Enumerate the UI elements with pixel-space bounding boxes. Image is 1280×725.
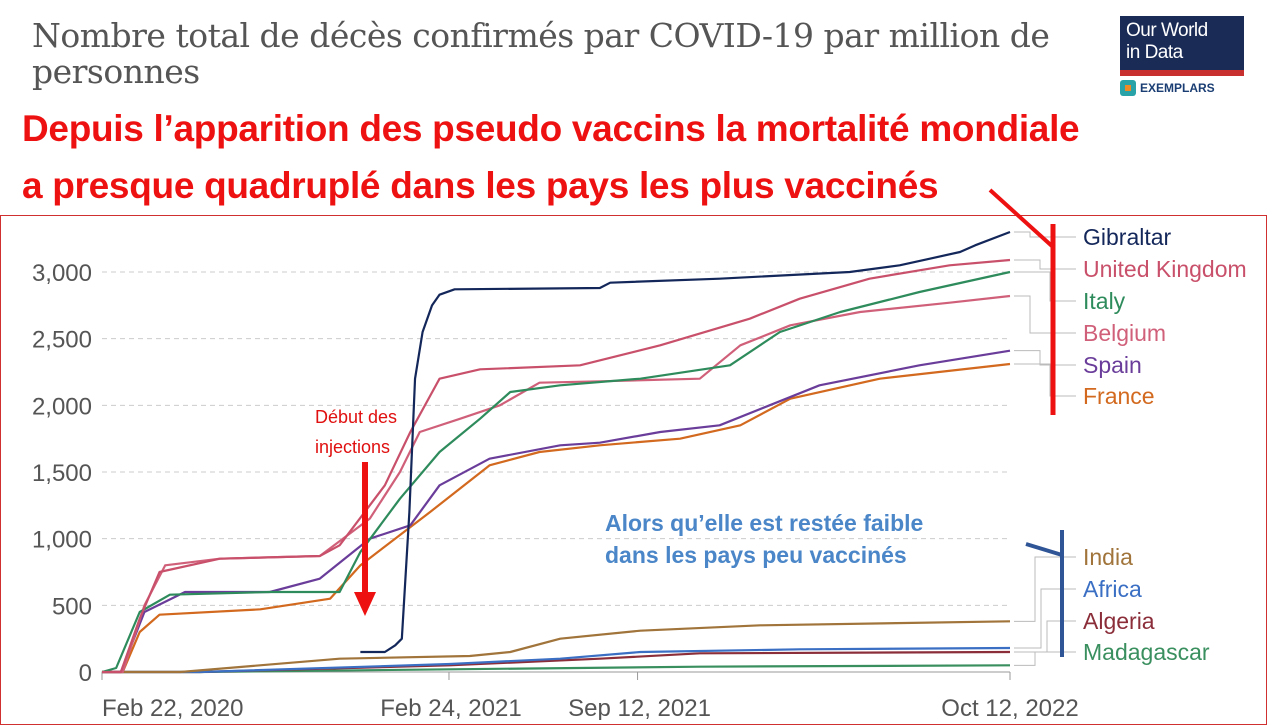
series-line-gibraltar (360, 230, 1011, 654)
x-tick-label: Sep 12, 2021 (568, 695, 711, 720)
legend-connector (1014, 295, 1076, 334)
logo-line1: Our World (1126, 20, 1208, 41)
owid-logo: Our World in Data EXEMPLARS (1120, 16, 1244, 96)
headline-line2: a presque quadruplé dans les pays les pl… (22, 165, 939, 206)
headline-line1: Depuis l’apparition des pseudo vaccins l… (22, 108, 1080, 149)
series-line-india (102, 620, 1011, 674)
x-tick-label: Feb 22, 2020 (102, 695, 243, 720)
legend-label: Algeria (1083, 608, 1155, 634)
y-tick-label: 2,000 (32, 393, 92, 420)
legend-connector (1014, 363, 1076, 397)
low-line2: dans les pays peu vaccinés (605, 542, 907, 568)
series-line-belgium (102, 294, 1011, 674)
x-tick-label: Feb 24, 2021 (380, 695, 521, 720)
red-pointer-line (988, 188, 1055, 249)
legend-connector (1014, 588, 1076, 649)
series-line-italy (101, 270, 1011, 674)
legend-label: United Kingdom (1083, 256, 1247, 282)
y-tick-label: 0 (79, 660, 92, 687)
x-tick-label: Oct 12, 2022 (941, 695, 1078, 720)
legend-connector (1014, 271, 1076, 302)
chart-title: Nombre total de décès confirmés par COVI… (32, 16, 1050, 91)
legend-label: Belgium (1083, 320, 1166, 346)
logo-sub: EXEMPLARS (1140, 81, 1215, 95)
legend-connector (1014, 231, 1076, 238)
legend-label: Italy (1083, 288, 1126, 314)
injections-annotation: Début des injections (315, 407, 398, 457)
legend-label: Madagascar (1083, 639, 1210, 665)
legend-connector (1014, 620, 1076, 653)
headline: Depuis l’apparition des pseudo vaccins l… (22, 100, 1080, 214)
y-tick-label: 1,500 (32, 460, 92, 487)
legend-label: France (1083, 383, 1155, 409)
low-vaccination-annotation: Alors qu’elle est restée faible dans les… (605, 507, 923, 571)
series-line-france (102, 362, 1011, 674)
legend-connector (1014, 259, 1076, 270)
legend-connector (1014, 556, 1076, 622)
legend-label: Spain (1083, 352, 1142, 378)
legend-connector (1014, 651, 1076, 666)
series-line-africa (102, 646, 1011, 674)
low-line1: Alors qu’elle est restée faible (605, 510, 924, 536)
y-tick-label: 500 (52, 593, 92, 620)
injection-arrow-head-icon (354, 592, 376, 616)
y-tick-label: 2,500 (32, 327, 92, 354)
legend-connector (1014, 350, 1076, 366)
legend-label: Gibraltar (1083, 224, 1172, 250)
y-tick-label: 1,000 (32, 527, 92, 554)
exemplars-cube-icon (1120, 80, 1136, 96)
series-line-united-kingdom (102, 258, 1011, 674)
legend-label: India (1083, 544, 1133, 570)
y-tick-label: 3,000 (32, 260, 92, 287)
legend-label: Africa (1083, 576, 1142, 602)
blue-pointer-line (1025, 542, 1063, 557)
logo-line2: in Data (1126, 42, 1183, 63)
